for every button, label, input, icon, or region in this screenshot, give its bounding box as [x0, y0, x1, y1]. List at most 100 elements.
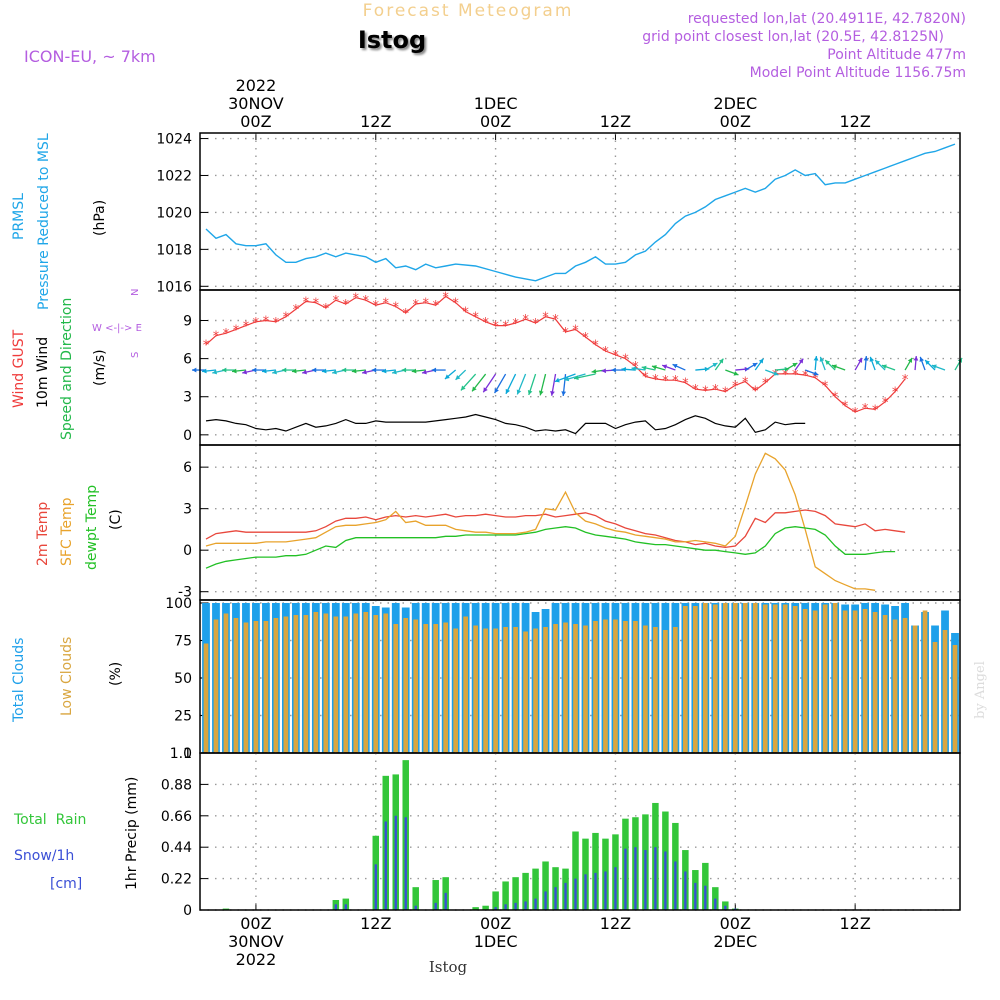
wind-arrow-head — [641, 365, 647, 371]
wind-arrow-head — [611, 367, 616, 373]
low-cloud-bar — [303, 615, 309, 753]
top-time-label: 00Z — [480, 112, 511, 131]
rain-bar — [412, 887, 419, 910]
wind-arrow-head — [564, 376, 570, 382]
bottom-time-label: 00Z — [720, 914, 751, 933]
dir-label: Speed and Direction — [59, 298, 75, 440]
y-tick-label: -3 — [178, 585, 192, 601]
wind-arrow-head — [712, 363, 718, 368]
wind-arrow-head — [221, 367, 227, 373]
gust-marker: * — [343, 298, 350, 313]
gust-marker: * — [363, 294, 370, 309]
wind-arrow-head — [291, 368, 297, 374]
gust-line — [205, 295, 906, 413]
wind-arrow-head — [758, 358, 764, 364]
wind-arrow-head — [444, 374, 450, 380]
gust-marker: * — [722, 386, 729, 401]
low-cloud-bar — [463, 616, 468, 753]
low-cloud-bar — [892, 619, 898, 753]
gust-marker: * — [692, 383, 699, 398]
snow-bar — [534, 898, 537, 910]
gust-marker: * — [902, 373, 909, 388]
low-cloud-bar — [583, 625, 588, 753]
gust-marker: * — [412, 298, 419, 313]
rain-bar — [502, 881, 509, 910]
low-cloud-bar — [623, 621, 628, 753]
gust-label: Wind GUST — [11, 329, 27, 408]
wind-arrow-head — [601, 368, 607, 374]
low-cloud-bar — [952, 645, 958, 753]
wind-arrow-head — [527, 390, 533, 395]
rain-bar — [512, 877, 519, 910]
temp-unit: (C) — [108, 509, 124, 530]
wind-arrow-head — [460, 385, 466, 391]
snow-bar — [664, 851, 667, 910]
wind-arrow-head — [773, 371, 779, 376]
gust-marker: * — [642, 370, 649, 385]
wind-arrow-head — [831, 364, 837, 370]
low-cloud-bar — [243, 622, 249, 753]
low-cloud-bar — [832, 603, 838, 753]
gust-marker: * — [532, 317, 539, 332]
wind-arrow-head — [792, 363, 798, 368]
low-cloud-bar — [742, 603, 748, 753]
gust-marker: * — [572, 323, 579, 338]
gust-marker: * — [442, 290, 449, 305]
low-cloud-bar — [633, 621, 638, 753]
low-cloud-bar — [792, 606, 798, 753]
wind-arrow-head — [191, 367, 197, 373]
gust-marker: * — [582, 331, 589, 346]
low-cloud-bar — [613, 619, 618, 753]
top-time-label: 12Z — [360, 112, 391, 131]
low-cloud-bar — [423, 624, 429, 753]
low-cloud-bar — [413, 619, 419, 753]
y-tick-label: 1020 — [156, 205, 192, 221]
model-label: ICON-EU, ~ 7km — [24, 47, 156, 66]
low-cloud-bar — [343, 616, 349, 753]
rain-bar — [432, 880, 439, 910]
wind-side-labels: Wind GUST 10m Wind Speed and Direction (… — [11, 289, 142, 440]
clouds-panel: 0 25 50 75 100 — [165, 596, 961, 762]
wind-arrow-head — [857, 357, 863, 363]
low-cloud-bar — [273, 618, 279, 753]
gust-marker: * — [452, 297, 459, 312]
wind-arrow-head — [401, 367, 407, 373]
rain-bar — [722, 901, 729, 910]
dewpt-line — [205, 526, 896, 569]
gust-marker: * — [892, 386, 899, 401]
y-tick-label: 0 — [183, 428, 192, 444]
bottom-time-label: 12Z — [360, 914, 391, 933]
low-cloud-bar — [503, 627, 508, 753]
clouds-unit: (%) — [108, 662, 124, 686]
low-cloud-bar — [253, 621, 259, 753]
gust-marker: * — [492, 320, 499, 335]
wind-label: 10m Wind — [35, 337, 51, 408]
wind-arrow-head — [869, 356, 875, 362]
bottom-time-label: 12Z — [600, 914, 631, 933]
snow-bar — [544, 891, 547, 910]
snow-bar — [554, 887, 557, 910]
low-cloud-bar — [872, 612, 878, 753]
gust-marker: * — [552, 313, 559, 328]
top-time-label: 30NOV — [228, 94, 284, 113]
gust-marker: * — [422, 297, 429, 312]
snow-label: Snow/1h — [14, 848, 74, 864]
gust-marker: * — [792, 368, 799, 383]
pressure-side-labels: PRMSL Pressure Reduced to MSL (hPa) — [11, 133, 108, 310]
t2m-label: 2m Temp — [35, 502, 51, 566]
wind-arrow-head — [261, 368, 267, 374]
gust-marker: * — [762, 377, 769, 392]
low-cloud-bar — [293, 615, 299, 753]
snow-bar — [394, 815, 397, 910]
bottom-time-label: 00Z — [240, 914, 271, 933]
y-tick-label: 75 — [174, 634, 192, 650]
low-cloud-bar — [323, 613, 329, 753]
low-cloud-bar — [543, 627, 548, 753]
wind-arrow-head — [718, 358, 724, 364]
gust-marker: * — [702, 384, 709, 399]
snow-bar — [344, 904, 347, 910]
snow-bar — [584, 874, 587, 910]
y-tick-label: 0.44 — [161, 840, 192, 856]
snow-bar — [494, 907, 497, 910]
wind-arrow-head — [875, 360, 880, 365]
